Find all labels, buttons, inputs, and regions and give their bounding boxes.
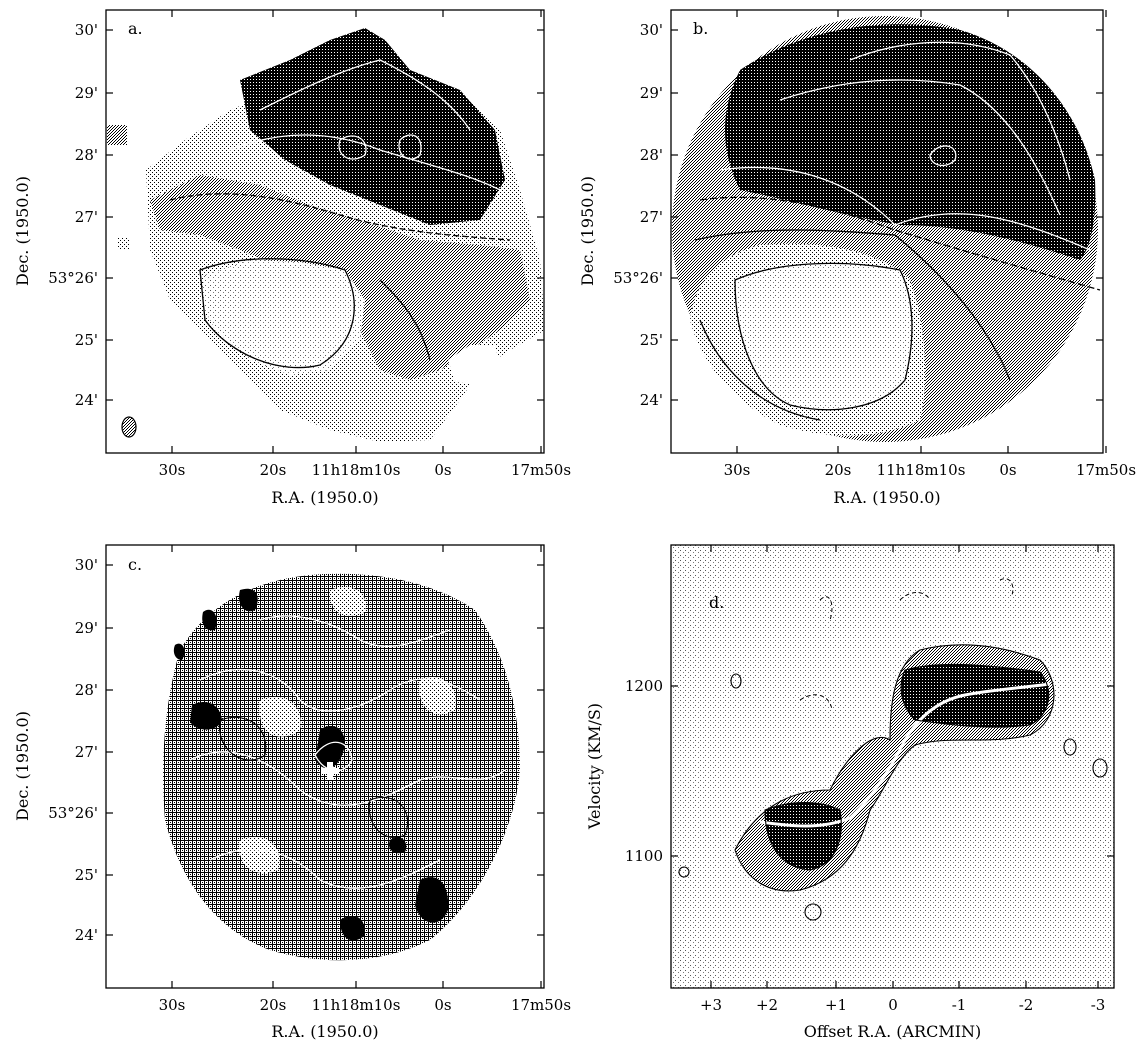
panel-c-contours-dark [218, 716, 409, 839]
panel-d-negative-contours [799, 578, 1014, 711]
panel-c-cross [321, 762, 339, 780]
panel-a-white-hole [448, 345, 500, 385]
panel-a-beam-ellipse [121, 416, 137, 438]
panel-d-x-tick-label: -1 [952, 996, 967, 1014]
panel-a-y-tick-label: 29' [75, 84, 98, 102]
panel-c-x-tick-label: 20s [260, 996, 287, 1014]
panel-c-frame [105, 544, 545, 989]
panel-c-image [163, 573, 520, 961]
panel-c-y-tick-label: 25' [75, 866, 98, 884]
panel-c-ylabel: Dec. (1950.0) [13, 711, 32, 821]
panel-a-dark-region [240, 28, 505, 225]
panel-c-light-patches [239, 586, 456, 874]
panel-a-x-tick-label: 11h18m10s [312, 461, 401, 479]
panel-d: d. [670, 544, 1115, 989]
panel-a-x-tick-label: 17m50s [511, 461, 571, 479]
panel-a-x-tick-label: 0s [434, 461, 451, 479]
panel-c-axes: 30s 20s 11h18m10s 0s 17m50s 30' 29' 28' 27' 53°26… [13, 545, 571, 1041]
panel-d-x-tick-label: -2 [1019, 996, 1034, 1014]
panel-c: c. [105, 544, 545, 989]
panel-c-xlabel: R.A. (1950.0) [271, 1022, 378, 1041]
panel-a-ylabel: Dec. (1950.0) [13, 176, 32, 286]
panel-d-emission-core-lower [765, 802, 842, 870]
panel-b-y-tick-label: 28' [640, 146, 663, 164]
panel-a-image [146, 28, 544, 442]
panel-d-image [671, 545, 1114, 988]
panel-b-y-tick-label: 30' [640, 21, 663, 39]
panel-a-y-tick-label: 24' [75, 391, 98, 409]
panel-d-ridge [759, 682, 1051, 828]
panel-d-emission-core-upper [901, 664, 1049, 728]
panel-b-xlabel: R.A. (1950.0) [833, 488, 940, 507]
panel-a-stray-pixels [118, 237, 130, 249]
panel-c-dark-patches [173, 588, 449, 941]
panel-d-x-tick-label: -3 [1091, 996, 1106, 1014]
panel-b-label: b. [693, 19, 708, 38]
panel-b-y-tick-label: 25' [640, 331, 663, 349]
panel-c-x-tick-label: 30s [159, 996, 186, 1014]
panel-d-x-tick-label: +3 [700, 996, 722, 1014]
panel-a-y-tick-label: 28' [75, 146, 98, 164]
panel-a-y-tick-label: 27' [75, 208, 98, 226]
panel-c-y-tick-label: 30' [75, 556, 98, 574]
panel-d-x-tick-label: +2 [756, 996, 778, 1014]
panel-c-label: c. [128, 555, 142, 574]
panel-b-x-tick-label: 20s [825, 461, 852, 479]
panel-a-stray-pixels-2 [107, 125, 127, 145]
panel-c-y-tick-label: 53°26' [48, 804, 98, 822]
panel-d-y-tick-label: 1200 [625, 677, 663, 695]
panel-a-x-tick-label: 30s [159, 461, 186, 479]
axes-layer: 30s 20s 11h18m10s 0s 17m50s 30' 29' 28' 27' 53°26… [13, 10, 1136, 1041]
panel-b-frame [670, 9, 1104, 454]
panel-b-dark-region [725, 24, 1096, 260]
panel-d-axes: +3 +2 +1 0 -1 -2 -3 1200 1100 Offset R.A. (ARCMIN… [585, 545, 1114, 1041]
panel-a-y-tick-label: 30' [75, 21, 98, 39]
panel-c-y-tick-label: 28' [75, 681, 98, 699]
panel-b-image [672, 16, 1101, 442]
panel-c-disk [163, 573, 520, 961]
panel-b-x-tick-label: 0s [999, 461, 1016, 479]
panel-b-y-tick-label: 24' [640, 391, 663, 409]
panel-b-x-tick-label: 17m50s [1076, 461, 1136, 479]
panel-c-x-tick-label: 11h18m10s [312, 996, 401, 1014]
panel-b-contours [694, 41, 1101, 421]
panel-a-label: a. [128, 19, 143, 38]
panel-c-y-tick-label: 27' [75, 743, 98, 761]
panel-b-y-tick-label: 29' [640, 84, 663, 102]
panel-a-y-tick-label: 25' [75, 331, 98, 349]
panel-a-south-light [200, 260, 365, 375]
panel-c-x-tick-label: 0s [434, 996, 451, 1014]
panel-a: a. [105, 9, 545, 454]
panel-c-x-tick-label: 17m50s [511, 996, 571, 1014]
panel-a-y-tick-label: 53°26' [48, 269, 98, 287]
panel-c-contours [189, 615, 506, 889]
panel-b-y-tick-label: 53°26' [613, 269, 663, 287]
panel-c-y-tick-label: 29' [75, 619, 98, 637]
panel-b: b. [670, 9, 1104, 454]
panel-a-axes: 30s 20s 11h18m10s 0s 17m50s 30' 29' 28' 27' 53°26… [13, 10, 571, 507]
panel-d-contours [678, 644, 1108, 921]
panel-b-axes: 30s 20s 11h18m10s 0s 17m50s 30' 29' 28' 27' 53°26… [578, 10, 1136, 507]
panel-d-y-tick-label: 1100 [625, 847, 663, 865]
panel-b-ylabel: Dec. (1950.0) [578, 176, 597, 286]
panel-a-x-tick-label: 20s [260, 461, 287, 479]
panel-d-x-tick-label: +1 [825, 996, 847, 1014]
panel-b-y-tick-label: 27' [640, 208, 663, 226]
panel-a-contours [169, 59, 511, 369]
panel-a-xlabel: R.A. (1950.0) [271, 488, 378, 507]
panel-a-frame [105, 9, 545, 454]
panel-d-ylabel: Velocity (KM/S) [585, 703, 604, 830]
panel-d-label: d. [709, 593, 724, 612]
panel-b-very-light-region [735, 263, 912, 410]
panel-b-x-tick-label: 30s [724, 461, 751, 479]
panel-d-x-tick-label: 0 [888, 996, 898, 1014]
panel-d-xlabel: Offset R.A. (ARCMIN) [804, 1022, 982, 1041]
panel-b-x-tick-label: 11h18m10s [877, 461, 966, 479]
panel-c-y-tick-label: 24' [75, 926, 98, 944]
